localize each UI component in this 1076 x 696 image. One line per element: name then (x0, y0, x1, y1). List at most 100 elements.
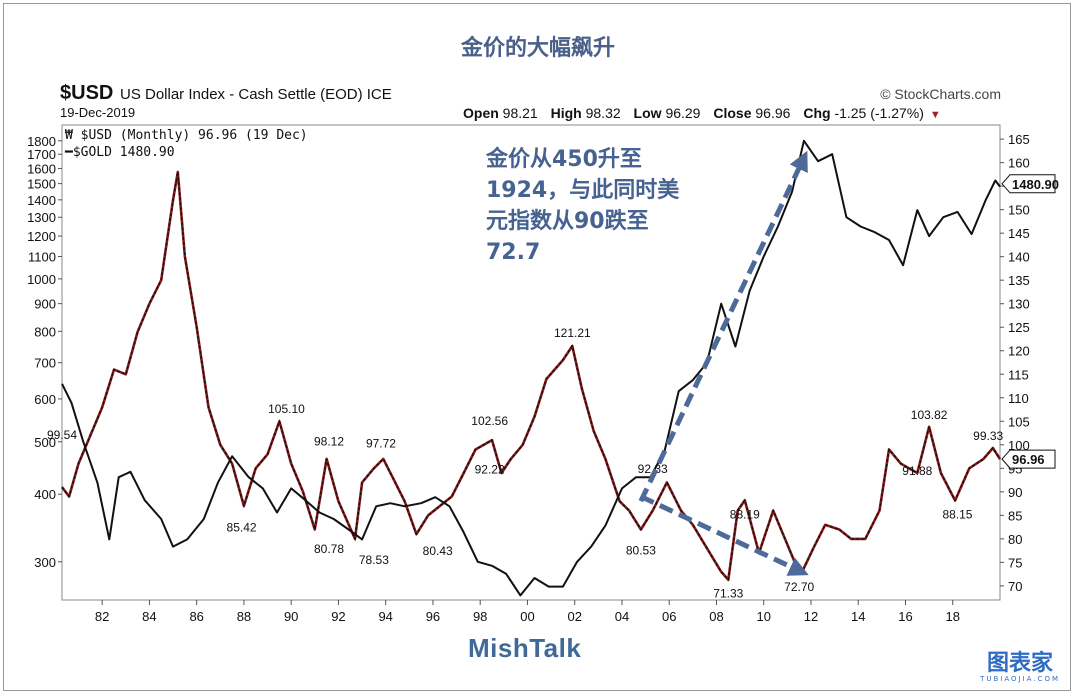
series-gold-line (61, 139, 1001, 597)
watermark-sub: TUBIAOJIA.COM (980, 675, 1060, 683)
trend-arrow (639, 494, 809, 576)
data-label: 99.54 (47, 428, 77, 442)
right-tick-label: 140 (1008, 250, 1030, 265)
right-tick-label: 105 (1008, 414, 1030, 429)
x-tick-label: 00 (520, 609, 534, 624)
data-label: 72.70 (784, 580, 814, 594)
left-tick-label: 1200 (27, 229, 56, 244)
ohlc-bar: Open 98.21 High 98.32 Low 96.29 Close 96… (463, 105, 941, 121)
chg-label: Chg (803, 105, 831, 121)
brand-label: © StockCharts.com (880, 86, 1001, 102)
x-tick-label: 14 (851, 609, 865, 624)
left-tick-label: 1700 (27, 147, 56, 162)
chg-value: -1.25 (-1.27%) (834, 105, 924, 121)
open-value: 98.21 (502, 105, 538, 121)
data-label: 88.15 (942, 508, 972, 522)
right-tick-label: 125 (1008, 320, 1030, 335)
usd-last-tag-box (1001, 449, 1056, 469)
data-label: 88.19 (730, 507, 760, 521)
data-label: 98.12 (314, 435, 344, 449)
annotation-line: 金价从450升至 (486, 147, 642, 172)
left-tick-label: 1800 (27, 134, 56, 149)
data-label: 80.78 (314, 542, 344, 556)
usd-last-tag: 96.96 (1012, 452, 1045, 467)
legend: ₩ $USD (Monthly) 96.96 (19 Dec) ━$GOLD 1… (65, 127, 308, 161)
down-arrow-icon: ▼ (929, 109, 941, 121)
left-tick-label: 900 (34, 297, 56, 312)
left-tick-label: 1600 (27, 161, 56, 176)
right-tick-label: 130 (1008, 297, 1030, 312)
right-tick-label: 150 (1008, 203, 1030, 218)
gold-last-tag-box (1001, 174, 1056, 194)
data-label: 91.88 (902, 464, 932, 478)
annotation-line: 1924，与此同时美 (486, 178, 680, 203)
right-tick-label: 75 (1008, 555, 1022, 570)
left-tick-label: 1500 (27, 177, 56, 192)
left-tick-label: 400 (34, 487, 56, 502)
chart-frame (3, 3, 1071, 691)
left-tick-label: 300 (34, 555, 56, 570)
watermark-text: 图表家 (987, 651, 1054, 676)
data-label: 85.42 (227, 520, 257, 534)
series-usd-line (61, 171, 1001, 582)
left-tick-label: 1300 (27, 210, 56, 225)
low-value: 96.29 (665, 105, 701, 121)
trend-arrow (638, 150, 808, 503)
right-tick-label: 115 (1008, 367, 1029, 382)
annotation-line: 元指数从90跌至 (486, 209, 649, 234)
x-tick-label: 84 (142, 609, 156, 624)
left-tick-label: 800 (34, 324, 56, 339)
data-label: 80.53 (626, 543, 656, 557)
x-tick-label: 16 (898, 609, 912, 624)
data-label: 78.53 (359, 553, 389, 567)
page-title: 金价的大幅飙升 (460, 36, 615, 61)
open-label: Open (463, 105, 499, 121)
x-tick-label: 94 (378, 609, 392, 624)
x-tick-label: 96 (426, 609, 440, 624)
data-label: 71.33 (713, 587, 743, 601)
right-tick-label: 80 (1008, 532, 1022, 547)
legend-gold: ━$GOLD 1480.90 (65, 144, 308, 161)
right-tick-label: 145 (1008, 226, 1030, 241)
left-tick-label: 1100 (28, 250, 56, 265)
right-tick-label: 165 (1008, 132, 1030, 147)
x-tick-label: 90 (284, 609, 298, 624)
legend-usd-label: $USD (Monthly) 96.96 (19 Dec) (80, 128, 308, 143)
left-tick-label: 1000 (27, 272, 56, 287)
data-label: 102.56 (471, 414, 508, 428)
right-tick-label: 160 (1008, 156, 1030, 171)
annotation-line: 72.7 (486, 240, 541, 265)
x-tick-label: 82 (95, 609, 109, 624)
source-label: MishTalk (468, 633, 582, 663)
symbol-description: US Dollar Index - Cash Settle (EOD) ICE (120, 86, 392, 103)
data-label: 92.33 (638, 462, 668, 476)
left-tick-label: 1400 (27, 193, 56, 208)
right-tick-label: 135 (1008, 273, 1030, 288)
data-label: 99.33 (973, 429, 1003, 443)
close-label: Close (713, 105, 752, 121)
right-tick-label: 70 (1008, 579, 1022, 594)
left-tick-label: 700 (34, 356, 56, 371)
data-label: 103.82 (911, 408, 948, 422)
high-value: 98.32 (585, 105, 621, 121)
data-label: 121.21 (554, 326, 591, 340)
chart-date: 19-Dec-2019 (60, 105, 136, 120)
annotation-box: 金价从450升至 1924，与此同时美 元指数从90跌至 72.7 (478, 140, 716, 274)
x-tick-label: 86 (189, 609, 203, 624)
x-tick-label: 92 (331, 609, 345, 624)
right-tick-label: 120 (1008, 344, 1030, 359)
line-icon: ━ (65, 145, 73, 160)
right-tick-label: 90 (1008, 485, 1022, 500)
x-tick-label: 88 (237, 609, 251, 624)
x-tick-label: 08 (709, 609, 723, 624)
data-label: 105.10 (268, 402, 305, 416)
gold-last-tag: 1480.90 (1012, 177, 1059, 192)
right-tick-label: 100 (1008, 438, 1030, 453)
data-label: 97.72 (366, 437, 396, 451)
high-label: High (550, 105, 582, 121)
legend-gold-label: $GOLD 1480.90 (72, 145, 175, 160)
watermark-logo: 图表家 TUBIAOJIA.COM (980, 645, 1060, 683)
x-tick-label: 06 (662, 609, 676, 624)
data-label: 80.43 (423, 544, 453, 558)
